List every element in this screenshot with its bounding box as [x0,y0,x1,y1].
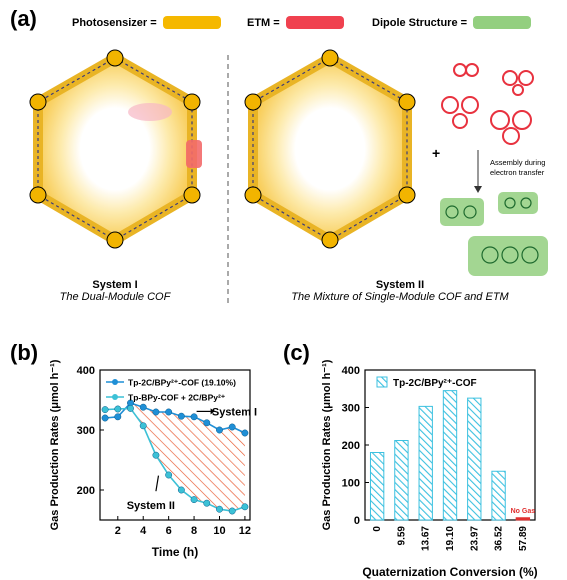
y-tick-label: 100 [342,478,360,490]
system2-arrow [155,475,160,492]
data-point [165,408,173,416]
data-point [203,499,211,507]
data-point [139,422,147,430]
cof-structure-system2 [244,49,416,249]
x-tick-label: 9.59 [396,526,407,546]
data-point [203,419,211,427]
scheme-illustration: + Assembly during electron transfer [29,49,548,305]
x-tick-label: 36.52 [494,526,505,551]
bar [491,470,506,521]
dipole-swatch [473,16,532,29]
panel-label-c: (c) [283,340,310,365]
panel-label-a: (a) [10,6,37,31]
data-point [139,403,147,411]
system1-subtitle: The Dual-Module COF [59,291,171,303]
etm-molecules [441,63,534,145]
x-axis-title: Time (h) [152,545,198,559]
y-tick-label: 0 [354,515,360,527]
bar [394,440,409,521]
data-point [165,471,173,479]
etm-swatch [285,16,344,29]
system1-arrow-head [210,408,215,415]
no-gas-label: No Gas [511,508,536,515]
data-point [228,423,236,431]
system2-subtitle: The Mixture of Single-Module COF and ETM [291,291,509,303]
legend-dipole-label: Dipole Structure = [372,16,468,29]
x-tick-label: 10 [213,525,225,537]
data-point [190,413,198,421]
data-point [177,486,185,494]
data-point [152,408,160,416]
data-point [101,406,109,414]
y-tick-label: 200 [77,485,95,497]
legend-etm-label: ETM = [247,16,280,29]
x-tick-label: 2 [115,525,121,537]
assembly-text-1: Assembly during [490,158,545,167]
data-point [241,503,249,511]
bar [442,390,458,521]
system2-caption: System II The Mixture of Single-Module C… [240,279,560,303]
cof-structure-system1 [29,49,202,249]
x-tick-label: 19.10 [445,526,456,551]
line-chart: 2 4 6 8 10 12 200 300 400 Time (h) Gas Production … [49,359,257,559]
data-point [101,414,109,422]
top-legend: Photosensizer = ETM = Dipole Structure = [72,12,557,36]
legend-marker [112,379,118,385]
bar [467,397,482,521]
y-axis-title: Gas Production Rates (μmol h⁻¹) [49,359,61,530]
legend-label: Tp-BPy-COF + 2C/BPy²⁺ [128,393,226,403]
system2-annotation: System II [127,500,175,512]
legend-marker [112,394,118,400]
y-tick-label: 400 [77,365,95,377]
data-point [216,426,223,434]
system2-title: System II [375,279,425,291]
system1-annotation: System I [212,406,257,418]
data-point [114,405,122,413]
panel-label-b: (b) [10,340,39,365]
dipole-structures [440,192,548,276]
data-point [177,412,185,420]
data-point [114,413,122,421]
system1-title: System I [92,279,138,291]
legend-photosensitizer: Photosensizer = [72,16,221,29]
plus-sign: + [432,145,440,161]
x-tick-label: 0 [372,526,383,532]
bar [418,405,433,521]
legend-dipole: Dipole Structure = [372,16,532,29]
data-point [228,507,236,515]
etm-module-marker [186,140,202,168]
y-tick-label: 200 [342,440,360,452]
bar [515,517,531,521]
assembly-arrow-head [474,186,482,193]
legend-label: Tp-2C/BPy²⁺-COF (19.10%) [128,378,236,388]
y-tick-label: 300 [77,425,95,437]
x-tick-label: 8 [191,525,197,537]
bar [369,452,385,521]
x-axis-title: Quaternization Conversion (%) [362,565,537,579]
bar-chart: 0 100 200 300 400 0 9.59 13.67 19.10 23.97 36.52 57… [321,359,538,579]
photosensitizer-swatch [162,16,221,29]
x-tick-label: 13.67 [421,526,432,551]
assembly-text-2: electron transfer [490,168,545,177]
legend-swatch [376,376,388,388]
y-axis-title: Gas Production Rates (μmol h⁻¹) [321,359,333,530]
x-tick-label: 12 [239,525,251,537]
legend-label: Tp-2C/BPy²⁺-COF [393,378,477,389]
y-tick-label: 400 [342,365,360,377]
system1-caption: System I The Dual-Module COF [40,279,190,303]
x-tick-label: 4 [140,525,147,537]
legend-etm: ETM = [247,16,344,29]
data-point [127,404,134,412]
data-point [241,429,249,437]
y-tick-label: 300 [342,403,360,415]
data-point [152,451,160,459]
data-point [216,505,223,513]
plot-frame [99,369,251,521]
x-tick-label: 6 [166,525,172,537]
data-point [190,496,198,504]
x-tick-label: 23.97 [469,526,480,551]
x-tick-label: 57.89 [518,526,529,551]
legend-photosensitizer-label: Photosensizer = [72,16,157,29]
